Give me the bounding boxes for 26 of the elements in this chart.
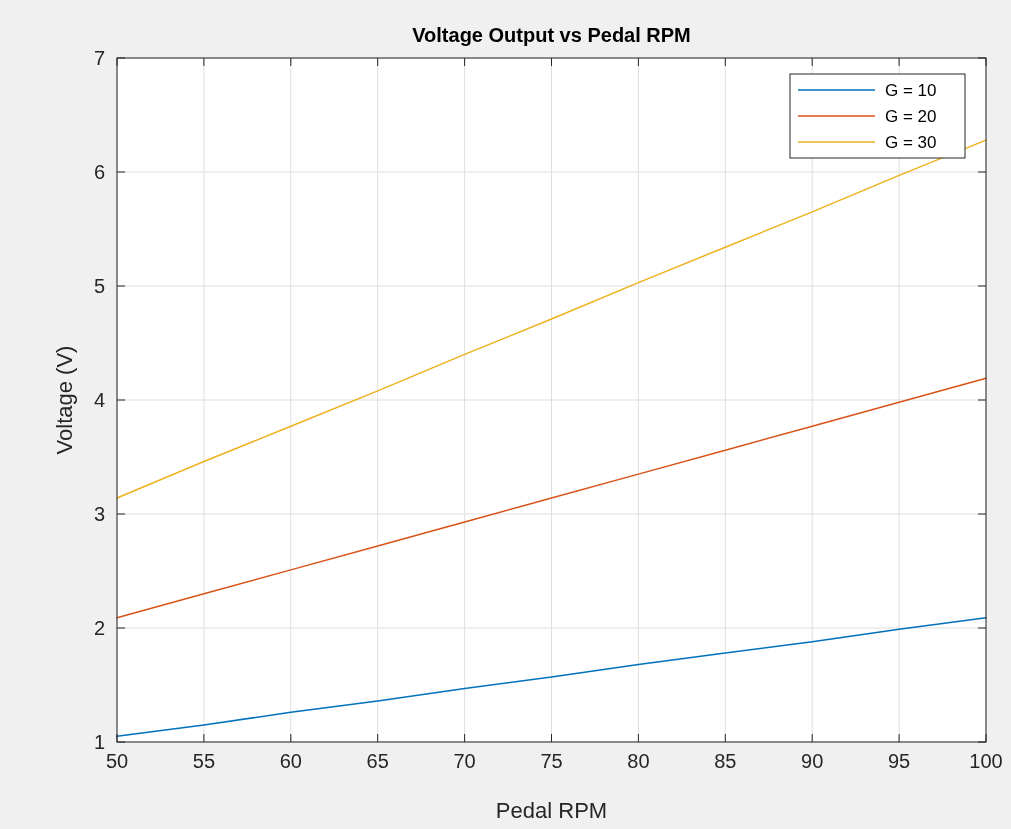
chart-title: Voltage Output vs Pedal RPM <box>412 24 691 46</box>
y-tick-label: 1 <box>93 731 105 753</box>
x-tick-label: 100 <box>969 750 1003 772</box>
y-axis-title: Voltage (V) <box>52 345 77 455</box>
x-tick-label: 80 <box>627 750 650 772</box>
y-tick-label: 3 <box>93 503 105 525</box>
x-tick-label: 85 <box>714 750 737 772</box>
legend-label: G = 30 <box>885 133 937 152</box>
y-tick-label: 2 <box>93 617 105 639</box>
legend-label: G = 20 <box>885 107 937 126</box>
y-tick-label: 4 <box>93 389 105 411</box>
x-tick-label: 60 <box>279 750 302 772</box>
y-tick-label: 5 <box>93 275 105 297</box>
x-tick-label: 65 <box>366 750 389 772</box>
line-series <box>116 377 987 619</box>
x-tick-label: 75 <box>540 750 563 772</box>
x-tick-label: 90 <box>801 750 824 772</box>
x-tick-label: 50 <box>105 750 129 772</box>
x-tick-label: 95 <box>887 750 911 772</box>
line-series <box>116 616 987 738</box>
x-axis-title: Pedal RPM <box>495 798 608 823</box>
y-tick-label: 6 <box>93 161 105 183</box>
legend-label: G = 10 <box>885 81 937 100</box>
x-tick-label: 55 <box>192 750 216 772</box>
x-tick-label: 70 <box>453 750 476 772</box>
y-tick-label: 7 <box>93 47 105 69</box>
